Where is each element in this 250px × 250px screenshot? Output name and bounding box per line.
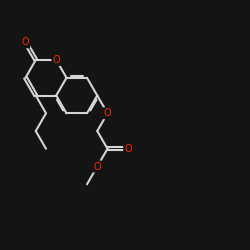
Text: O: O (22, 37, 29, 47)
Text: O: O (104, 108, 111, 118)
Text: O: O (52, 55, 60, 65)
Text: O: O (124, 144, 132, 154)
Text: O: O (94, 162, 101, 172)
